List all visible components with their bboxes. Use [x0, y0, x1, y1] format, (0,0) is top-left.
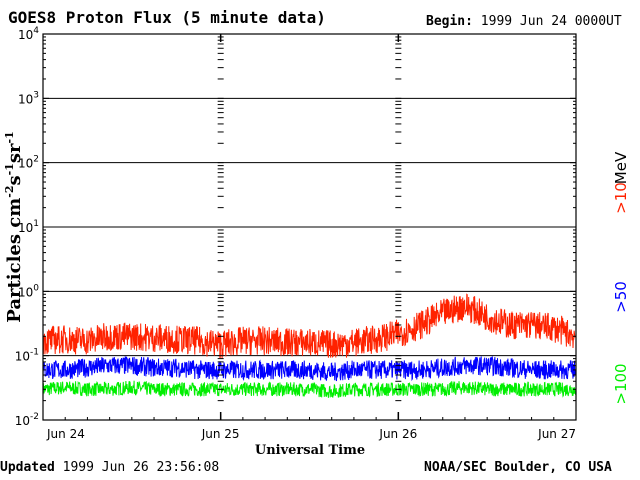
legend-unit: MeV [612, 151, 630, 184]
begin-value: 1999 Jun 24 0000UT [480, 14, 622, 29]
chart-title: GOES8 Proton Flux (5 minute data) [8, 8, 326, 27]
y-tick-label: 100 [18, 283, 39, 299]
series-line-gt50 [42, 356, 576, 382]
legend-gt10: >10 [612, 182, 630, 214]
gridlines [43, 97, 576, 357]
series-line-gt10 [42, 293, 576, 359]
y-tick-label: 10-2 [15, 412, 39, 428]
legend-gt50: >50 [612, 281, 630, 313]
begin-time: Begin: 1999 Jun 24 0000UT [426, 14, 622, 29]
y-axis-ticks: 10-2 10-1 100 101 102 103 104 [15, 26, 576, 428]
credit-line: NOAA/SEC Boulder, CO USA [424, 460, 612, 475]
y-tick-label: 104 [18, 26, 39, 42]
updated-label: Updated [0, 460, 55, 475]
y-tick-label: 102 [18, 155, 39, 171]
series-lines [42, 293, 577, 398]
x-axis-ticks: Jun 24 Jun 25 Jun 26 Jun 27 [42, 414, 577, 441]
day-boundary-ticks [217, 34, 402, 421]
y-tick-label: 10-1 [15, 348, 39, 364]
x-tick-label: Jun 25 [201, 427, 240, 441]
x-tick-label: Jun 24 [46, 427, 85, 441]
begin-label: Begin: [426, 14, 473, 29]
y-tick-label: 103 [18, 90, 39, 106]
x-tick-label: Jun 27 [537, 427, 576, 441]
series-line-gt100 [42, 380, 577, 398]
x-tick-label: Jun 26 [378, 427, 417, 441]
updated-stamp: Updated 1999 Jun 26 23:56:08 [0, 460, 219, 475]
x-axis-label: Universal Time [255, 443, 365, 458]
y-axis-label: Particles cm-2s-1sr-1 [3, 131, 25, 322]
y-tick-label: 101 [18, 219, 39, 235]
updated-value: 1999 Jun 26 23:56:08 [62, 460, 220, 475]
legend-gt100: >100 [612, 363, 630, 404]
